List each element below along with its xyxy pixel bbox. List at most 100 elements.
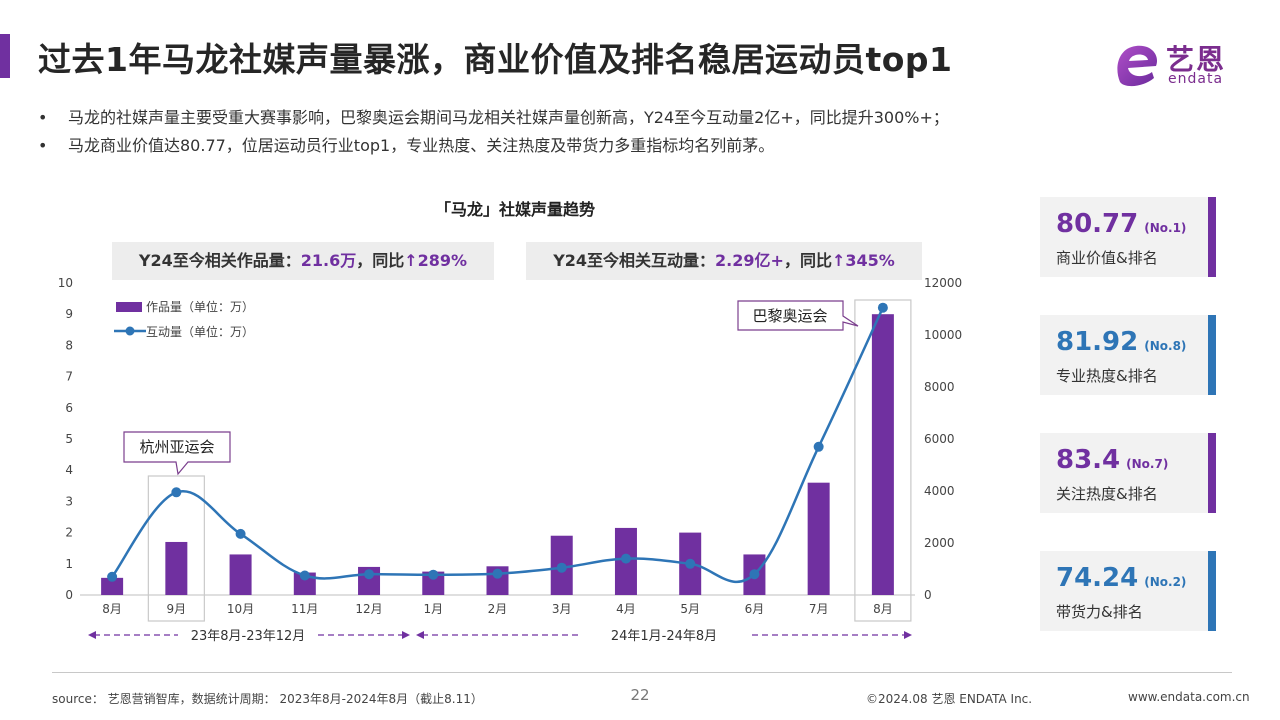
kpi-rank: (No.2) [1144, 575, 1187, 589]
interaction-point [877, 302, 888, 313]
bullet-marker: • [38, 108, 48, 127]
interaction-point [299, 570, 310, 581]
interaction-point [235, 528, 246, 539]
left-axis-tick-label: 5 [65, 432, 73, 446]
annotation-label: 巴黎奥运会 [752, 307, 827, 325]
annotation-callout [737, 300, 859, 331]
bar-works [229, 554, 252, 595]
arrow-up-icon: ↑ [404, 251, 418, 270]
legend-line-label: 互动量（单位：万） [146, 324, 254, 339]
left-axis-tick-label: 6 [65, 401, 73, 415]
bullet-item: • 马龙的社媒声量主要受重大赛事影响，巴黎奥运会期间马龙相关社媒声量创新高，Y24… [38, 104, 949, 132]
bar-works [871, 314, 894, 595]
kpi-rank: (No.8) [1144, 339, 1187, 353]
left-axis-tick-label: 2 [65, 526, 73, 540]
interaction-point [107, 571, 118, 582]
kpi-value: 81.92 (No.8) [1056, 327, 1186, 357]
stat-label: Y24至今相关互动量： [553, 251, 716, 270]
interaction-point [492, 568, 503, 579]
stat-pct: 345% [845, 251, 895, 270]
highlight-box [147, 475, 205, 622]
kpi-rank: (No.7) [1126, 457, 1169, 471]
x-axis-tick-label: 8月 [873, 602, 893, 616]
bar-works [101, 577, 124, 595]
bar-works [807, 482, 830, 595]
x-axis-tick-label: 7月 [809, 602, 829, 616]
interaction-point [364, 569, 375, 580]
legend-line-marker [125, 326, 135, 336]
x-axis-tick-label: 12月 [355, 602, 382, 616]
right-axis-tick-label: 12000 [924, 276, 962, 290]
kpi-rank: (No.1) [1144, 221, 1187, 235]
interaction-point [556, 562, 567, 573]
stat-box-interactions: Y24至今相关互动量：2.29亿+，同比↑345% [526, 242, 922, 280]
kpi-number: 81.92 [1056, 327, 1139, 357]
summary-bullets: • 马龙的社媒声量主要受重大赛事影响，巴黎奥运会期间马龙相关社媒声量创新高，Y24… [38, 104, 949, 160]
x-axis-tick-label: 1月 [423, 602, 443, 616]
legend-bar-swatch [116, 302, 142, 312]
x-axis-tick-label: 5月 [680, 602, 700, 616]
right-axis-tick-label: 6000 [924, 432, 955, 446]
right-axis-tick-label: 0 [924, 588, 932, 602]
arrow-left-icon [416, 631, 424, 639]
kpi-number: 83.4 [1056, 445, 1121, 475]
kpi-professional-heat: 81.92 (No.8) 专业热度&排名 [1040, 315, 1216, 395]
x-axis-tick-label: 3月 [552, 602, 572, 616]
left-axis-tick-label: 0 [65, 588, 73, 602]
endata-logo: 艺恩 endata [1112, 38, 1242, 90]
right-axis-tick-label: 10000 [924, 328, 962, 342]
page-number: 22 [630, 686, 650, 704]
stat-value: 21.6万 [300, 251, 357, 270]
bar-works [165, 541, 188, 595]
interaction-point [813, 441, 824, 452]
x-axis-tick-label: 2月 [488, 602, 508, 616]
x-axis-tick-label: 10月 [227, 602, 254, 616]
stat-box-works: Y24至今相关作品量：21.6万，同比↑289% [112, 242, 494, 280]
kpi-commercial-value: 80.77 (No.1) 商业价值&排名 [1040, 197, 1216, 277]
right-axis-tick-label: 8000 [924, 380, 955, 394]
interaction-point [685, 558, 696, 569]
left-axis-tick-label: 3 [65, 494, 73, 508]
kpi-label: 商业价值&排名 [1056, 249, 1158, 267]
arrow-right-icon [402, 631, 410, 639]
stat-suffix: ，同比 [783, 251, 832, 270]
kpi-value: 80.77 (No.1) [1056, 209, 1186, 239]
right-axis-tick-label: 2000 [924, 536, 955, 550]
footer-copyright: ©2024.08 艺恩 ENDATA Inc. [866, 692, 1033, 706]
footer-url: www.endata.com.cn [1128, 690, 1250, 704]
left-axis-tick-label: 8 [65, 338, 73, 352]
highlight-box [854, 299, 912, 622]
kpi-label: 带货力&排名 [1056, 603, 1143, 621]
kpi-number: 74.24 [1056, 563, 1139, 593]
stat-value: 2.29亿+ [715, 251, 784, 270]
period-label: 24年1月-24年8月 [611, 629, 717, 644]
kpi-label: 专业热度&排名 [1056, 367, 1158, 385]
right-axis-tick-label: 4000 [924, 484, 955, 498]
kpi-accent-bar [1208, 197, 1216, 277]
footer-divider [52, 672, 1232, 673]
kpi-value: 83.4 (No.7) [1056, 445, 1168, 475]
arrow-left-icon [88, 631, 96, 639]
period-label: 23年8月-23年12月 [191, 629, 306, 644]
bullet-text: 马龙的社媒声量主要受重大赛事影响，巴黎奥运会期间马龙相关社媒声量创新高，Y24至… [68, 108, 949, 127]
bullet-item: • 马龙商业价值达80.77，位居运动员行业top1，专业热度、关注热度及带货力多… [38, 132, 949, 160]
endata-logo-icon [1117, 45, 1158, 87]
stat-label: Y24至今相关作品量： [138, 251, 301, 270]
x-axis-tick-label: 8月 [102, 602, 122, 616]
stat-pct: 289% [417, 251, 468, 270]
kpi-accent-bar [1208, 433, 1216, 513]
footer-source: source： 艺恩营销智库，数据统计周期： 2023年8月-2024年8月（截… [52, 692, 483, 706]
kpi-label: 关注热度&排名 [1056, 485, 1158, 503]
arrow-right-icon [904, 631, 912, 639]
logo-text-cn: 艺恩 [1166, 43, 1227, 76]
arrow-up-icon: ↑ [831, 251, 846, 270]
title-accent-bar [0, 34, 10, 78]
kpi-sales-power: 74.24 (No.2) 带货力&排名 [1040, 551, 1216, 631]
left-axis-tick-label: 10 [58, 276, 73, 290]
x-axis-tick-label: 9月 [167, 602, 187, 616]
bullet-text: 马龙商业价值达80.77，位居运动员行业top1，专业热度、关注热度及带货力多重… [68, 136, 775, 155]
left-axis-tick-label: 7 [65, 370, 73, 384]
left-axis-tick-label: 1 [65, 557, 73, 571]
chart-title: 「马龙」社媒声量趋势 [434, 200, 595, 219]
trend-chart: 0 1 2 3 4 5 6 7 8 9 10 0 2000 4000 6000 8000 10000 12000 8… [58, 276, 962, 644]
